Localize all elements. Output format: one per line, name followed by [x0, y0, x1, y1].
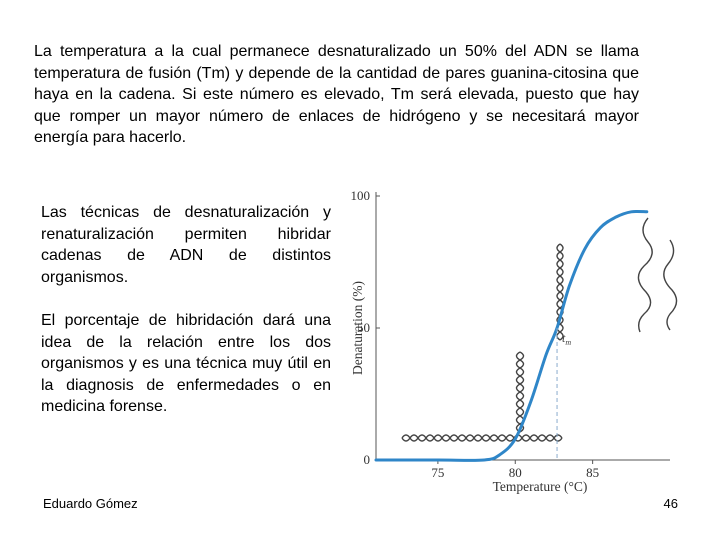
y-tick-label: 0	[364, 452, 371, 467]
intro-paragraph: La temperatura a la cual permanece desna…	[34, 43, 639, 146]
x-tick-label: 85	[586, 465, 599, 480]
vertical-helix-illustration	[515, 351, 525, 433]
x-tick-label: 75	[431, 465, 444, 480]
tm-label: tm	[562, 331, 571, 347]
partially-unwound-helix-illustration	[556, 243, 564, 341]
y-tick-label: 100	[351, 188, 371, 203]
hybridization-paragraph: Las técnicas de desnaturalización y rena…	[41, 204, 331, 286]
author-name: Eduardo Gómez	[43, 496, 138, 511]
separated-strands-illustration	[637, 217, 678, 333]
x-tick-label: 80	[509, 465, 522, 480]
denaturation-curve	[374, 209, 649, 462]
double-helix-illustration	[401, 434, 563, 442]
y-axis-title: Denaturation (%)	[350, 281, 365, 375]
x-axis-title: Temperature (°C)	[493, 479, 588, 494]
y-tick-label: 50	[357, 320, 370, 335]
denaturation-chart: 0 50 100 75 80 85 Temperature (°C) Denaturati…	[350, 188, 678, 494]
diagnosis-paragraph: El porcentaje de hibridación dará una id…	[41, 312, 331, 415]
page-number: 46	[663, 496, 678, 511]
